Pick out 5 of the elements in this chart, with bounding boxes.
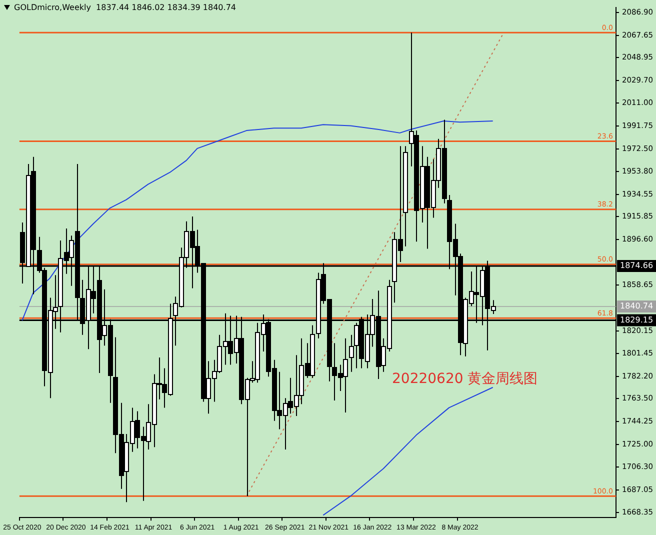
chart-title: GOLDmicro,Weekly 1837.44 1846.02 1834.39 1840.74 [14,3,236,12]
ref-line-label: 1829.15 [620,315,654,324]
ref-line-label: 1840.74 [620,302,654,311]
annotation: 20220620 黄金周线图 [392,370,538,388]
ref-line-label: 1874.66 [620,261,654,270]
